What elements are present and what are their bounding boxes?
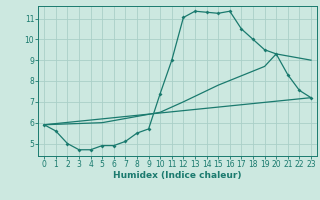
X-axis label: Humidex (Indice chaleur): Humidex (Indice chaleur) [113,171,242,180]
